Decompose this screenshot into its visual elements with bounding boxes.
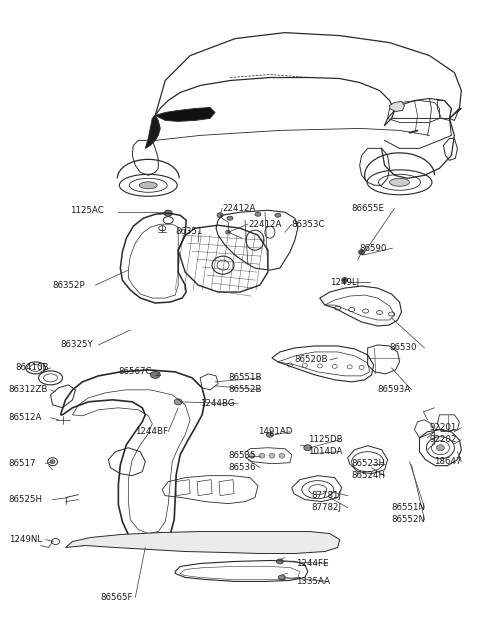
Text: 86524H: 86524H (352, 471, 385, 480)
Ellipse shape (390, 178, 409, 186)
Ellipse shape (278, 575, 286, 580)
Text: 86530: 86530 (390, 343, 417, 352)
Ellipse shape (304, 445, 312, 451)
Ellipse shape (174, 399, 182, 405)
Polygon shape (155, 107, 215, 122)
Ellipse shape (150, 372, 160, 378)
Text: 1249LJ: 1249LJ (330, 278, 359, 287)
Text: 86552B: 86552B (228, 385, 262, 394)
Ellipse shape (164, 210, 172, 216)
Text: 87781J: 87781J (312, 491, 342, 500)
Text: 1335AA: 1335AA (296, 577, 330, 586)
Ellipse shape (131, 541, 138, 546)
Ellipse shape (287, 541, 293, 546)
Text: 1244BF: 1244BF (135, 427, 168, 436)
Text: 86517: 86517 (9, 459, 36, 468)
Text: 86512A: 86512A (9, 413, 42, 422)
Ellipse shape (209, 541, 216, 546)
Ellipse shape (436, 445, 444, 451)
Ellipse shape (50, 460, 55, 464)
Polygon shape (390, 102, 405, 111)
Text: 92202: 92202 (430, 435, 457, 444)
Text: 1125DB: 1125DB (308, 435, 342, 444)
Ellipse shape (261, 541, 267, 546)
Text: 87782J: 87782J (312, 503, 342, 512)
Ellipse shape (183, 541, 190, 546)
Text: 22412A: 22412A (222, 204, 255, 213)
Text: 86590: 86590 (360, 244, 387, 253)
Text: 86312ZB: 86312ZB (9, 385, 48, 394)
Ellipse shape (276, 559, 283, 564)
Text: 1491AD: 1491AD (258, 427, 292, 436)
Ellipse shape (139, 182, 157, 189)
Ellipse shape (157, 541, 164, 546)
Polygon shape (145, 116, 160, 149)
Ellipse shape (275, 213, 281, 217)
Ellipse shape (259, 453, 265, 458)
Ellipse shape (342, 278, 348, 282)
Ellipse shape (249, 453, 255, 458)
Ellipse shape (279, 453, 285, 458)
Ellipse shape (227, 216, 233, 220)
Text: 86525H: 86525H (9, 495, 43, 504)
Ellipse shape (312, 541, 319, 546)
Ellipse shape (79, 541, 86, 546)
Text: 86593A: 86593A (378, 385, 411, 394)
Text: 86523H: 86523H (352, 459, 385, 468)
Text: 86352P: 86352P (52, 280, 85, 289)
Text: 86520B: 86520B (295, 356, 328, 365)
Text: 92201: 92201 (430, 423, 457, 432)
Text: 86353C: 86353C (292, 220, 325, 229)
Text: 86410B: 86410B (16, 363, 49, 372)
Text: 86535: 86535 (228, 451, 255, 460)
Ellipse shape (359, 249, 365, 255)
Text: 1014DA: 1014DA (308, 448, 342, 457)
Text: 1244FE: 1244FE (296, 559, 328, 568)
Text: 1244BG: 1244BG (200, 399, 235, 408)
Text: 86551N: 86551N (392, 503, 426, 512)
Ellipse shape (105, 541, 112, 546)
Text: 86567C: 86567C (119, 367, 152, 376)
Text: 86655E: 86655E (352, 204, 384, 213)
Ellipse shape (217, 213, 223, 218)
Ellipse shape (255, 212, 261, 216)
Text: 22412A: 22412A (248, 220, 281, 229)
Text: 18647: 18647 (434, 457, 462, 466)
Text: 86552N: 86552N (392, 515, 426, 524)
Text: 86551B: 86551B (228, 374, 262, 383)
Text: 1125AC: 1125AC (71, 206, 104, 215)
Polygon shape (65, 532, 340, 554)
Text: 1249NL: 1249NL (9, 535, 42, 544)
Text: 86325Y: 86325Y (60, 340, 93, 349)
Ellipse shape (266, 432, 274, 437)
Text: 86536: 86536 (228, 463, 255, 472)
Text: 86351: 86351 (175, 227, 203, 236)
Ellipse shape (235, 541, 241, 546)
Ellipse shape (269, 453, 275, 458)
Text: 86565F: 86565F (100, 593, 133, 602)
Ellipse shape (226, 230, 230, 234)
